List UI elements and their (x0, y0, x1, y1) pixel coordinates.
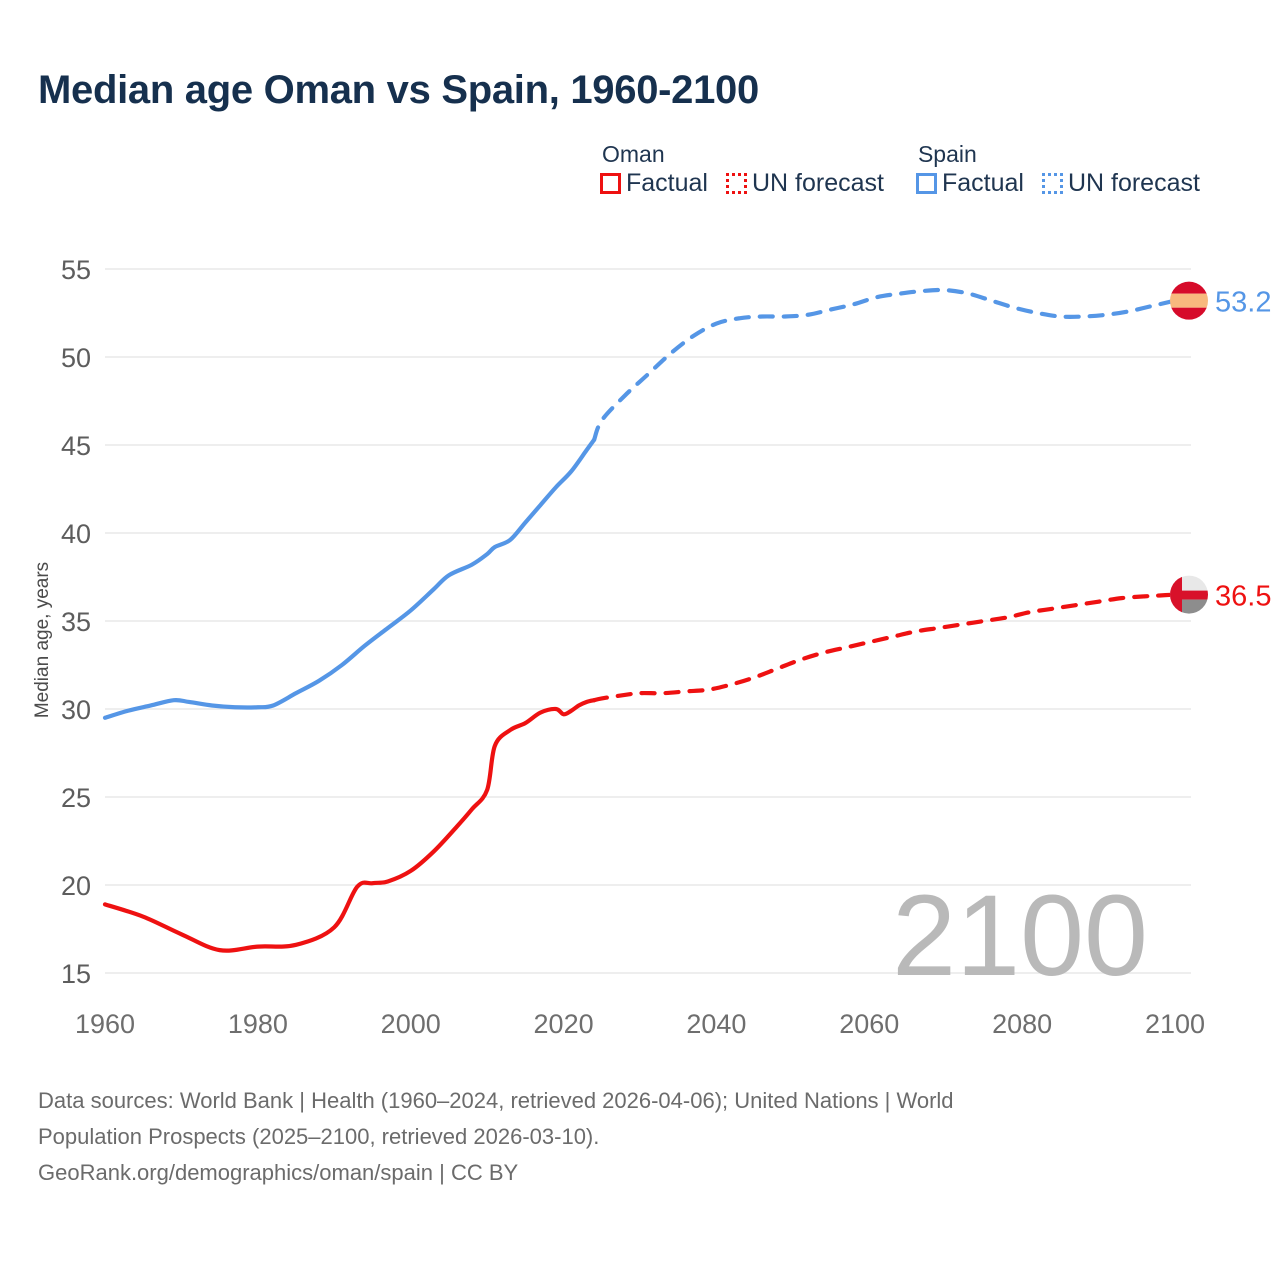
x-axis-tick-label: 2020 (534, 1009, 594, 1039)
y-axis-tick-label: 25 (61, 783, 91, 813)
legend-swatch-solid-icon (600, 173, 621, 194)
legend-swatch-dotted-icon (725, 173, 747, 194)
x-axis-tick-label: 2060 (839, 1009, 899, 1039)
legend-item-oman-factual[interactable]: Factual (600, 171, 708, 196)
y-axis-tick-label: 30 (61, 695, 91, 725)
legend-group-oman: Oman Factual UN forecast (600, 143, 884, 196)
watermark-year: 2100 (892, 872, 1148, 1000)
x-axis-tick-label: 2000 (381, 1009, 441, 1039)
page-title: Median age Oman vs Spain, 1960-2100 (38, 68, 759, 112)
legend-item-spain-forecast[interactable]: UN forecast (1041, 169, 1200, 197)
series-line-forecast-spain (592, 287, 1178, 442)
legend-group-spain: Spain Factual UN forecast (915, 141, 1200, 197)
chart-legend: Oman Factual UN forecast Spain Factual (600, 143, 1200, 196)
oman-flag-icon (1170, 575, 1208, 614)
x-axis-tick-label: 1960 (75, 1009, 135, 1039)
series-line-factual-spain (102, 437, 597, 720)
end-label-oman: 36.5 (1215, 581, 1271, 613)
legend-label-spain-forecast: UN forecast (1067, 169, 1200, 197)
legend-label-spain-factual: Factual (941, 169, 1024, 197)
x-axis-tick-label: 1980 (228, 1009, 288, 1039)
series-lines (102, 287, 1178, 953)
footer-line-2: Population Prospects (2025–2100, retriev… (38, 1123, 600, 1149)
legend-group-title-oman: Oman (602, 141, 665, 167)
x-axis-tick-labels: 1960 1980 2000 2020 2040 2060 2080 2100 (75, 1009, 1205, 1039)
series-line-forecast-oman (592, 592, 1178, 703)
end-label-spain: 53.2 (1215, 287, 1271, 319)
footer-line-1: Data sources: World Bank | Health (1960–… (38, 1088, 954, 1113)
footer-line-3[interactable]: GeoRank.org/demographics/oman/spain | CC… (38, 1159, 519, 1185)
y-axis-tick-labels: 15 20 25 30 35 40 45 50 55 (61, 255, 91, 989)
legend-label-oman-factual: Factual (626, 169, 708, 197)
y-axis-tick-label: 50 (61, 343, 91, 373)
end-marker-oman: 36.5 (1170, 575, 1271, 614)
series-line-factual-oman (102, 698, 597, 953)
y-axis-tick-label: 35 (61, 607, 91, 637)
end-marker-spain: 53.2 (1170, 281, 1271, 320)
legend-item-oman-forecast[interactable]: UN forecast (725, 169, 884, 197)
y-axis-tick-label: 45 (61, 431, 91, 461)
x-axis-tick-label: 2040 (686, 1009, 746, 1039)
legend-items-oman: Factual UN forecast (600, 171, 884, 196)
gridlines (105, 268, 1191, 974)
legend-group-title-spain: Spain (917, 141, 977, 167)
x-axis-tick-label: 2080 (992, 1009, 1052, 1039)
x-axis-tick-label: 2100 (1145, 1009, 1205, 1039)
y-axis-tick-label: 20 (61, 871, 91, 901)
legend-swatch-dotted-icon (1041, 173, 1063, 194)
end-markers: 36.5 53.2 (1170, 281, 1271, 614)
y-axis-title: Median age, years (32, 562, 53, 718)
y-axis-tick-label: 40 (61, 519, 91, 549)
y-axis-tick-label: 55 (61, 255, 91, 285)
legend-items-spain: Factual UN forecast (915, 169, 1200, 197)
legend-swatch-solid-icon (915, 173, 937, 194)
legend-label-oman-forecast: UN forecast (751, 169, 884, 197)
y-axis-tick-label: 15 (61, 959, 91, 989)
footer-sources: Data sources: World Bank | Health (1960–… (38, 1085, 1168, 1189)
spain-flag-icon (1170, 281, 1208, 320)
legend-item-spain-factual[interactable]: Factual (915, 169, 1024, 197)
